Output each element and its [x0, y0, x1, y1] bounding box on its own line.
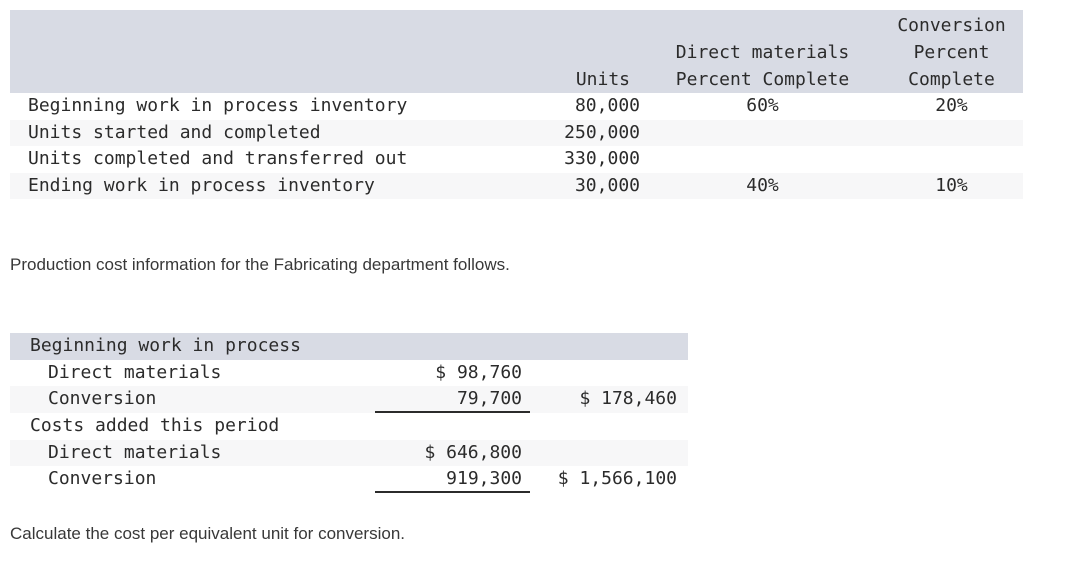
table-row: Direct materials $ 98,760 — [10, 360, 688, 387]
table-row: Units completed and transferred out 330,… — [10, 146, 1023, 173]
row-label: Ending work in process inventory — [28, 174, 375, 196]
row-label: Direct materials — [48, 441, 222, 463]
table-row: Conversion 919,300 $ 1,566,100 — [10, 466, 688, 493]
amount-total — [530, 333, 688, 360]
table-row: Ending work in process inventory 30,000 … — [10, 172, 1023, 199]
amount-total: $ 178,460 — [579, 388, 677, 410]
conversion-column-header: Conversion Percent Complete — [897, 15, 1006, 90]
amount-primary: $ 98,760 — [435, 361, 522, 383]
row-label: Direct materials — [48, 361, 222, 383]
units-table-header: Units Direct materials Percent Complete … — [10, 10, 1023, 93]
units-table: Units Direct materials Percent Complete … — [10, 10, 1023, 199]
units-column-header: Units — [535, 10, 645, 93]
amount-total — [530, 440, 688, 467]
units-value: 330,000 — [564, 148, 640, 169]
amount-primary — [375, 413, 530, 440]
header-spacer — [10, 10, 535, 93]
amount-total — [530, 360, 688, 387]
amount-primary: 79,700 — [375, 386, 530, 413]
row-label: Units completed and transferred out — [28, 148, 408, 169]
dm-percent: 60% — [746, 95, 779, 116]
row-label: Beginning work in process — [30, 335, 301, 356]
conv-percent: 20% — [935, 95, 968, 116]
dm-percent: 40% — [746, 174, 779, 196]
row-label: Conversion — [48, 468, 157, 490]
table-row: Direct materials $ 646,800 — [10, 439, 688, 467]
question-text: Calculate the cost per equivalent unit f… — [10, 524, 406, 543]
conv-percent — [880, 120, 1023, 147]
table-row: Conversion 79,700 $ 178,460 — [10, 386, 688, 413]
dm-percent — [645, 146, 880, 173]
row-label: Conversion — [48, 388, 157, 410]
amount-total: $ 1,566,100 — [557, 468, 677, 490]
amount-primary: 919,300 — [375, 466, 530, 493]
dm-percent — [645, 120, 880, 147]
table-row: Units started and completed 250,000 — [10, 119, 1023, 147]
direct-materials-column-header: Direct materials Percent Complete — [675, 42, 850, 90]
cost-table: Beginning work in process Direct materia… — [10, 333, 688, 493]
row-label: Units started and completed — [28, 121, 321, 143]
amount-primary: $ 646,800 — [424, 441, 522, 463]
units-value: 30,000 — [574, 174, 640, 196]
amount-total — [530, 413, 688, 440]
units-value: 250,000 — [564, 121, 640, 143]
conv-percent — [880, 146, 1023, 173]
cost-table-section-label: Costs added this period — [10, 413, 688, 440]
cost-table-section-header: Beginning work in process — [10, 333, 688, 360]
row-label: Beginning work in process inventory — [28, 95, 408, 116]
row-label: Costs added this period — [30, 414, 280, 436]
table-row: Beginning work in process inventory 80,0… — [10, 93, 1023, 120]
units-header-label: Units — [575, 69, 630, 90]
conv-percent: 10% — [935, 174, 968, 196]
units-value: 80,000 — [574, 95, 640, 116]
amount-primary — [375, 333, 530, 360]
production-info-text: Production cost information for the Fabr… — [10, 255, 510, 274]
